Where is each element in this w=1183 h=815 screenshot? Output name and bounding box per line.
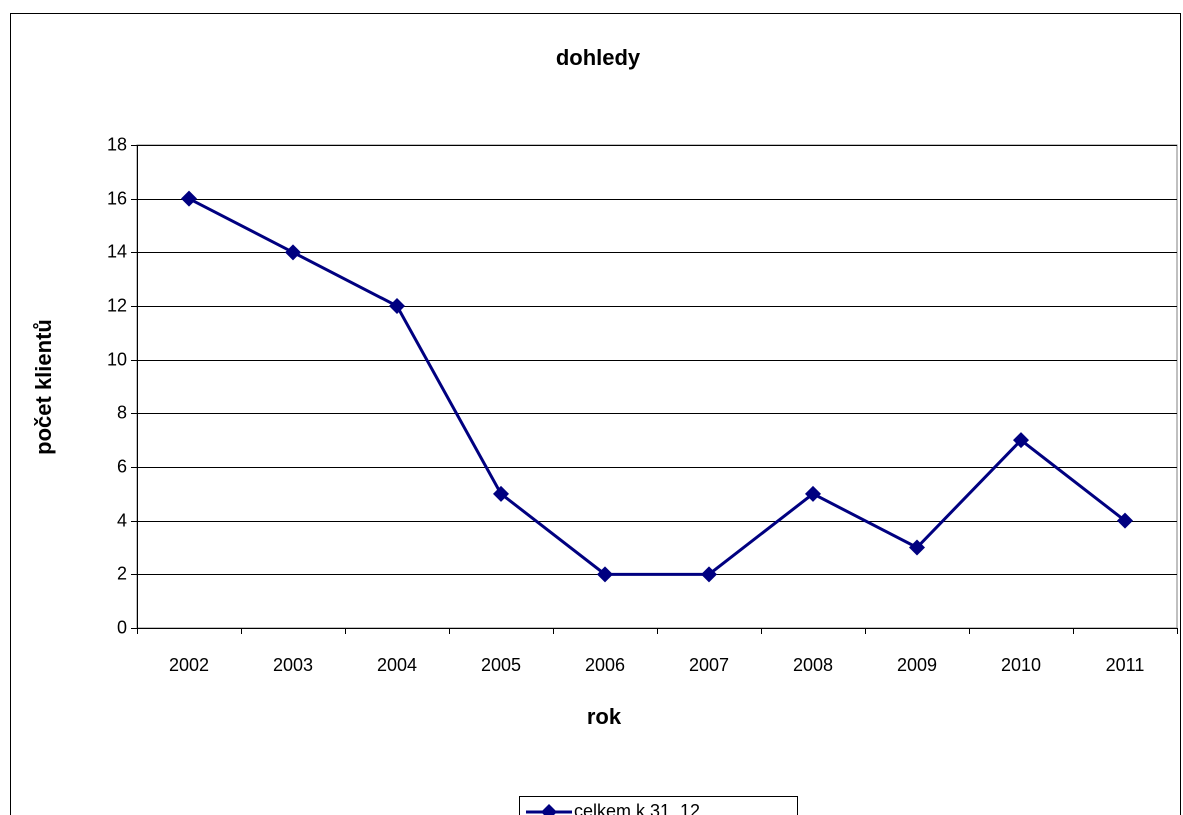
legend-marker [541, 804, 557, 815]
y-tick-label: 8 [117, 402, 127, 422]
y-tick-label: 2 [117, 563, 127, 583]
data-point [1117, 512, 1133, 529]
y-tick-label: 18 [107, 134, 127, 154]
x-tick-label: 2003 [273, 655, 313, 675]
series-line [188, 197, 1126, 576]
y-tick-label: 16 [107, 188, 127, 208]
data-point [285, 244, 301, 261]
data-point [805, 485, 821, 502]
x-tick-label: 2002 [169, 655, 209, 675]
legend-box [519, 796, 798, 815]
plot-area [136, 144, 1178, 629]
y-axis-label: počet klientů [31, 319, 56, 455]
data-point [389, 298, 405, 314]
y-tick-label: 4 [117, 510, 127, 530]
x-tick-label: 2006 [585, 655, 625, 675]
legend-label: celkem k 31. 12. [574, 801, 705, 815]
x-tick-label: 2008 [793, 655, 833, 675]
y-tick-label: 12 [107, 295, 127, 315]
x-tick-label: 2009 [897, 655, 937, 675]
x-tick-label: 2007 [689, 655, 729, 675]
chart-frame [10, 13, 1181, 815]
y-tick-label: 10 [107, 349, 127, 369]
data-point [493, 485, 509, 502]
chart-title: dohledy [556, 45, 641, 70]
data-point [1013, 432, 1029, 449]
x-axis-label: rok [587, 704, 622, 729]
data-point [181, 190, 197, 207]
data-point [701, 566, 717, 583]
x-tick-label: 2005 [481, 655, 521, 675]
data-point [909, 539, 925, 556]
y-tick-label: 14 [107, 241, 127, 261]
y-tick-label: 0 [117, 617, 127, 637]
x-tick-label: 2004 [377, 655, 417, 675]
y-tick-label: 6 [117, 456, 127, 476]
x-tick-label: 2010 [1001, 655, 1041, 675]
x-tick-label: 2011 [1106, 655, 1145, 675]
data-point [597, 566, 613, 583]
